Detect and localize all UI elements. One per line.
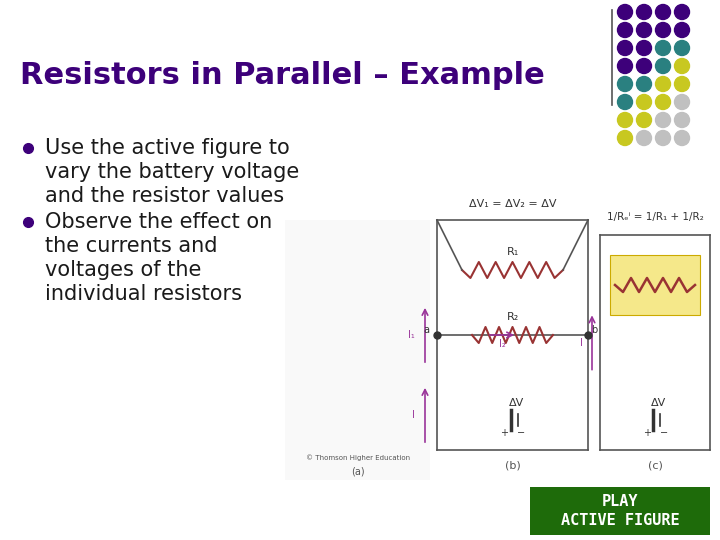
Circle shape (618, 77, 632, 91)
Text: R₂: R₂ (506, 312, 518, 322)
Circle shape (655, 23, 670, 37)
Text: (c): (c) (647, 460, 662, 470)
Text: (b): (b) (505, 460, 521, 470)
Text: ΔV: ΔV (509, 398, 524, 408)
Text: R₁: R₁ (506, 247, 518, 257)
Circle shape (636, 112, 652, 127)
Circle shape (618, 40, 632, 56)
Circle shape (618, 94, 632, 110)
Text: Use the active figure to: Use the active figure to (45, 138, 289, 158)
Circle shape (675, 23, 690, 37)
Text: I₁: I₁ (408, 330, 415, 340)
Circle shape (618, 131, 632, 145)
Text: +: + (500, 428, 508, 438)
Text: +: + (643, 428, 651, 438)
FancyBboxPatch shape (610, 255, 700, 315)
Circle shape (675, 131, 690, 145)
Text: −: − (660, 428, 668, 438)
Circle shape (655, 4, 670, 19)
Text: the currents and: the currents and (45, 236, 217, 256)
Circle shape (636, 58, 652, 73)
Circle shape (655, 131, 670, 145)
Text: I₂: I₂ (499, 339, 505, 349)
Circle shape (655, 77, 670, 91)
Text: © Thomson Higher Education: © Thomson Higher Education (306, 454, 410, 461)
Circle shape (636, 4, 652, 19)
Text: PLAY
ACTIVE FIGURE: PLAY ACTIVE FIGURE (561, 494, 679, 528)
Circle shape (675, 112, 690, 127)
Circle shape (636, 94, 652, 110)
Text: and the resistor values: and the resistor values (45, 186, 284, 206)
Circle shape (618, 58, 632, 73)
Circle shape (636, 131, 652, 145)
Text: I: I (412, 410, 415, 420)
Text: ΔV: ΔV (652, 398, 667, 408)
Circle shape (636, 40, 652, 56)
Text: a: a (423, 325, 429, 335)
Circle shape (618, 112, 632, 127)
Circle shape (636, 23, 652, 37)
FancyBboxPatch shape (530, 487, 710, 535)
Circle shape (675, 58, 690, 73)
Circle shape (655, 58, 670, 73)
Text: b: b (591, 325, 598, 335)
Text: ΔV₁ = ΔV₂ = ΔV: ΔV₁ = ΔV₂ = ΔV (469, 199, 557, 209)
Circle shape (636, 77, 652, 91)
Text: voltages of the: voltages of the (45, 260, 202, 280)
Text: (a): (a) (351, 467, 365, 477)
Circle shape (618, 4, 632, 19)
Circle shape (618, 23, 632, 37)
Circle shape (675, 40, 690, 56)
Circle shape (675, 4, 690, 19)
Circle shape (655, 94, 670, 110)
Text: −: − (518, 428, 526, 438)
Text: individual resistors: individual resistors (45, 284, 242, 304)
Circle shape (675, 77, 690, 91)
Circle shape (655, 40, 670, 56)
Circle shape (675, 94, 690, 110)
Text: I: I (580, 338, 583, 348)
Text: 1/Rₑⁱ = 1/R₁ + 1/R₂: 1/Rₑⁱ = 1/R₁ + 1/R₂ (607, 212, 703, 222)
Circle shape (655, 112, 670, 127)
Text: Observe the effect on: Observe the effect on (45, 212, 272, 232)
FancyBboxPatch shape (285, 220, 430, 480)
Text: vary the battery voltage: vary the battery voltage (45, 162, 300, 182)
Text: Resistors in Parallel – Example: Resistors in Parallel – Example (20, 60, 545, 90)
